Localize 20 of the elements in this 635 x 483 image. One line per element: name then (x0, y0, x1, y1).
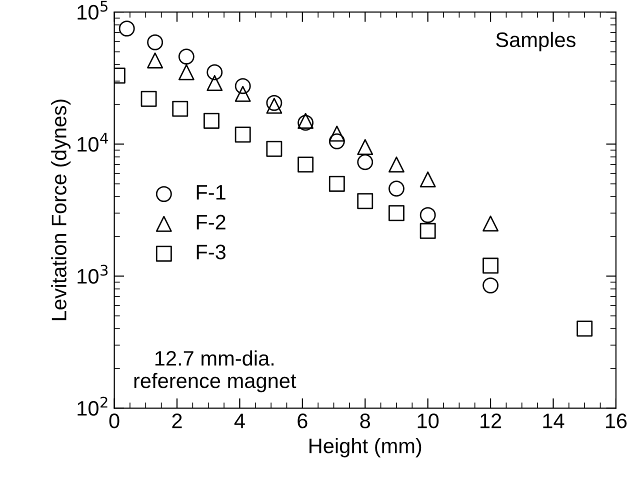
x-tick-label: 4 (234, 414, 245, 428)
y-tick-label: 10$^{2}$ (78, 396, 108, 416)
annotation: Samples (496, 32, 576, 52)
legend-label: F-3 (196, 244, 226, 260)
y-tick-label: 10$^{3}$ (78, 264, 108, 284)
y-tick-label: 10$^{5}$ (78, 0, 108, 20)
x-tick-label: 8 (360, 414, 370, 428)
y-tick-label: 10$^{4}$ (78, 132, 108, 152)
x-tick-label: 10 (418, 414, 439, 428)
legend-label: F-2 (196, 214, 226, 230)
x-tick-label: 16 (606, 414, 627, 428)
x-tick-label: 12 (480, 414, 502, 428)
annotation: 12.7 mm-dia. reference magnet (134, 350, 296, 392)
x-tick-label: 0 (109, 414, 120, 428)
y-axis-title: Levitation Force (dynes) (51, 100, 71, 320)
x-axis-title: Height (mm) (310, 438, 422, 458)
x-tick-label: 6 (298, 414, 308, 428)
legend-label: F-1 (196, 185, 226, 200)
x-tick-label: 2 (172, 414, 182, 428)
x-tick-label: 14 (543, 414, 564, 428)
